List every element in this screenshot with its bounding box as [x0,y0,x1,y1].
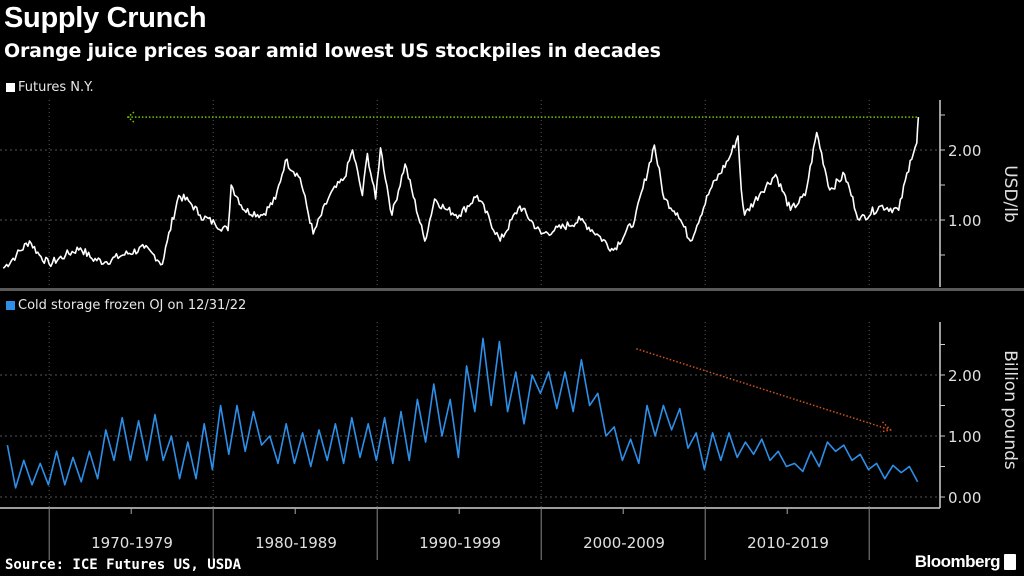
chart-subtitle: Orange juice prices soar amid lowest US … [4,40,661,62]
downtrend-arrow [636,348,891,431]
bottom-ytick-0: 0.00 [948,489,981,507]
legend-swatch-white [6,83,15,92]
top-y-label: USD/lb [1000,165,1020,223]
legend-storage: Cold storage frozen OJ on 12/31/22 [6,298,246,313]
reference-arrowhead-icon [126,111,135,123]
xtick-2010s: 2010-2019 [747,534,829,552]
source-note: Source: ICE Futures US, USDA [5,557,242,573]
bottom-ytick-2: 2.00 [948,367,981,385]
gridlines [0,100,940,508]
legend-futures-label: Futures N.Y. [18,80,94,95]
panel-divider [0,288,1024,291]
top-ytick-1: 1.00 [948,212,981,230]
legend-futures: Futures N.Y. [6,80,94,95]
futures-price-line [2,117,920,269]
xtick-1990s: 1990-1999 [419,534,501,552]
downtrend-arrowhead-icon [880,421,893,433]
xtick-1970s: 1970-1979 [91,534,173,552]
bottom-ytick-1: 1.00 [948,428,981,446]
bottom-y-label: Billion pounds [1000,350,1020,470]
bloomberg-logo: Bloomberg [915,552,1016,572]
xtick-2000s: 2000-2009 [583,534,665,552]
terminal-icon [1004,554,1016,570]
xtick-1980s: 1980-1989 [255,534,337,552]
legend-swatch-blue [6,301,15,310]
brand-name: Bloomberg [914,552,1001,571]
chart-title: Supply Crunch [4,2,207,34]
top-ytick-2: 2.00 [948,142,981,160]
legend-storage-label: Cold storage frozen OJ on 12/31/22 [18,298,247,313]
cold-storage-line [6,337,919,489]
